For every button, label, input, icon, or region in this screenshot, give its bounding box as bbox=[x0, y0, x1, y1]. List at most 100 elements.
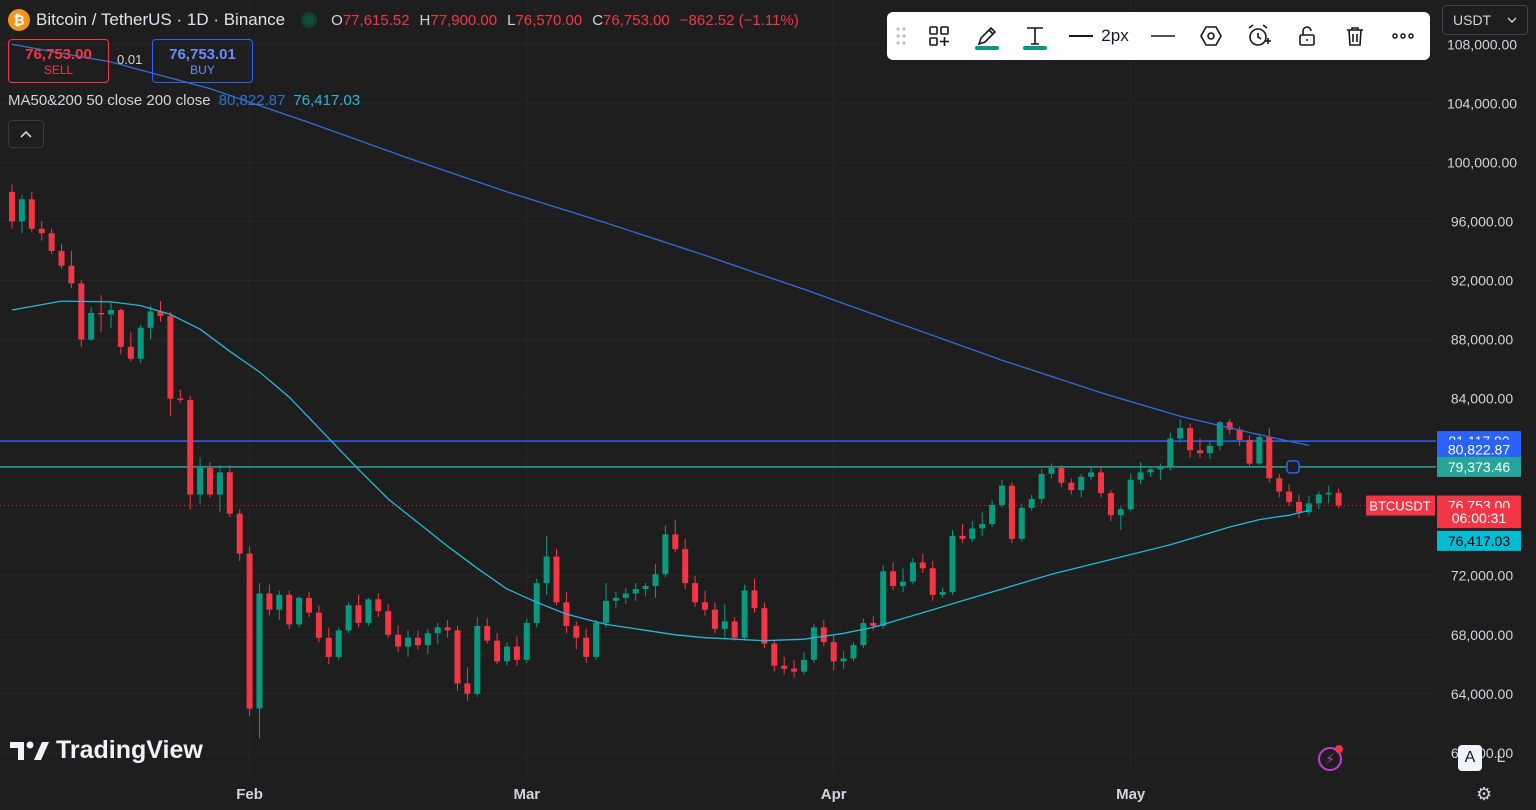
settings-gear-icon[interactable]: ⚙ bbox=[1476, 784, 1493, 804]
candle-body bbox=[405, 637, 411, 647]
symbol-title[interactable]: Bitcoin / TetherUS · 1D · Binance bbox=[36, 10, 286, 29]
close-value: 76,753.00 bbox=[603, 11, 670, 29]
candle-body bbox=[612, 597, 619, 601]
brand-name: TradingView bbox=[56, 736, 203, 764]
candle-body bbox=[810, 627, 817, 660]
candle-body bbox=[692, 583, 699, 603]
symbol-header[interactable]: ₿ Bitcoin / TetherUS · 1D · Binance O77,… bbox=[8, 8, 799, 32]
candle-body bbox=[197, 467, 204, 495]
buy-button[interactable]: 76,753.01 BUY bbox=[152, 39, 253, 83]
candle-body bbox=[1286, 491, 1293, 502]
candle-body bbox=[1266, 436, 1273, 479]
templates-icon[interactable] bbox=[915, 12, 963, 60]
price-label-text: 80,822.87 bbox=[1448, 442, 1510, 458]
candle-body bbox=[1335, 492, 1342, 506]
candle-body bbox=[622, 593, 629, 598]
change-value: −862.52 (−1.11%) bbox=[679, 11, 799, 29]
candle-body bbox=[1018, 507, 1025, 539]
candle-body bbox=[177, 398, 184, 401]
price-label-box bbox=[1437, 530, 1521, 551]
candle-body bbox=[959, 535, 966, 539]
candle-body bbox=[266, 593, 273, 610]
candle-body bbox=[365, 599, 372, 623]
drag-handle-icon[interactable] bbox=[887, 12, 915, 60]
candle-body bbox=[78, 283, 85, 340]
candle-body bbox=[504, 646, 510, 662]
line-width-bar bbox=[1069, 35, 1094, 37]
buy-label: BUY bbox=[190, 62, 215, 77]
candle-body bbox=[1157, 466, 1164, 470]
market-status-icon[interactable] bbox=[301, 12, 318, 28]
auto-scale-button[interactable]: A bbox=[1458, 745, 1482, 771]
collapse-legend-button[interactable] bbox=[8, 120, 44, 148]
tradingview-logo[interactable]: TradingView bbox=[10, 736, 203, 765]
sell-label: SELL bbox=[43, 62, 74, 77]
ma50-line bbox=[11, 300, 1310, 642]
lightning-icon[interactable]: ⚡ bbox=[1318, 747, 1342, 771]
candle-body bbox=[939, 591, 946, 595]
candle-body bbox=[652, 574, 659, 587]
text-icon[interactable] bbox=[1011, 12, 1059, 60]
line-style-icon[interactable] bbox=[1139, 12, 1187, 60]
candle-body bbox=[48, 233, 55, 251]
candle-body bbox=[1276, 478, 1283, 492]
candle-body bbox=[117, 310, 124, 347]
low-label: L bbox=[507, 11, 516, 29]
line-width-icon[interactable]: 2px bbox=[1059, 12, 1139, 60]
settings-hex-icon[interactable] bbox=[1187, 12, 1235, 60]
candle-body bbox=[949, 535, 956, 592]
candle-body bbox=[533, 583, 540, 623]
ma-legend-title[interactable]: MA50&200 50 close 200 close bbox=[8, 92, 211, 109]
open-value: 77,615.52 bbox=[342, 11, 410, 29]
candles bbox=[9, 184, 1342, 739]
price-axis[interactable]: 60,000.0064,000.0068,000.0072,000.0084,0… bbox=[1447, 36, 1517, 761]
price-label-box bbox=[1437, 439, 1521, 460]
candle-body bbox=[38, 228, 45, 234]
line-width-label: 2px bbox=[1101, 26, 1129, 45]
candle-body bbox=[98, 312, 105, 315]
candle-body bbox=[9, 191, 15, 222]
candle-body bbox=[583, 637, 590, 657]
candle-body bbox=[1088, 472, 1095, 477]
chevron-down-icon bbox=[1507, 17, 1517, 23]
sell-button[interactable]: 76,753.00 SELL bbox=[8, 39, 109, 83]
candle-body bbox=[751, 590, 758, 609]
ma-legend[interactable]: MA50&200 50 close 200 close 80,822.87 76… bbox=[8, 92, 360, 109]
candle-body bbox=[860, 622, 867, 646]
grid-lines bbox=[0, 0, 1436, 775]
alert-clock-icon[interactable] bbox=[1235, 12, 1283, 60]
unlock-icon[interactable] bbox=[1283, 12, 1331, 60]
line-handle bbox=[1286, 460, 1300, 474]
drawing-toolbar[interactable]: 2px bbox=[887, 12, 1430, 60]
candle-body bbox=[375, 599, 382, 612]
time-tick-label: Feb bbox=[236, 786, 263, 803]
candle-body bbox=[1008, 485, 1015, 539]
time-axis[interactable]: Feb Mar Apr May bbox=[236, 786, 1146, 803]
currency-select[interactable]: USDT bbox=[1442, 5, 1528, 35]
candle-body bbox=[1127, 479, 1134, 510]
candle-body bbox=[167, 315, 174, 399]
price-tick-label: 96,000.00 bbox=[1451, 213, 1513, 229]
pencil-icon[interactable] bbox=[963, 12, 1011, 60]
candle-body bbox=[474, 625, 481, 694]
candle-body bbox=[444, 627, 451, 631]
candle-body bbox=[137, 327, 144, 359]
candle-body bbox=[1167, 438, 1174, 467]
candle-body bbox=[523, 622, 530, 660]
high-label: H bbox=[419, 11, 431, 29]
currency-label: USDT bbox=[1453, 12, 1492, 28]
candle-body bbox=[454, 630, 461, 684]
candle-body bbox=[216, 472, 223, 495]
candle-body bbox=[791, 668, 798, 672]
candle-body bbox=[1305, 503, 1312, 513]
log-scale-button[interactable]: L bbox=[1496, 749, 1506, 766]
ma200-value: 76,417.03 bbox=[293, 92, 361, 109]
horizontal-lines[interactable] bbox=[0, 440, 1436, 507]
candle-body bbox=[1246, 439, 1253, 464]
candle-body bbox=[276, 594, 283, 610]
time-tick-label: Apr bbox=[821, 786, 847, 803]
more-icon[interactable] bbox=[1379, 12, 1427, 60]
trash-icon[interactable] bbox=[1331, 12, 1379, 60]
candle-body bbox=[306, 597, 312, 613]
